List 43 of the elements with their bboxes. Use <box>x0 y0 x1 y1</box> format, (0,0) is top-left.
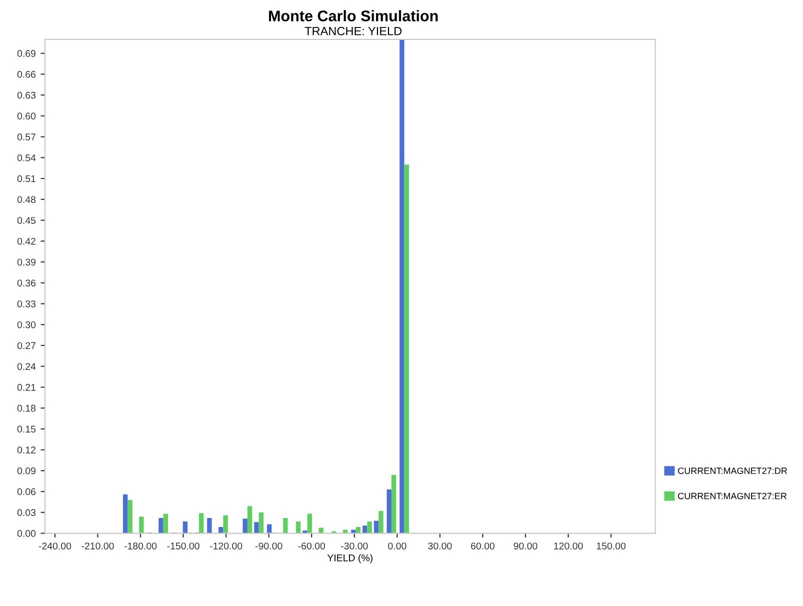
y-tick-label: 0.63 <box>17 92 36 99</box>
x-tick-label: 90.00 <box>514 542 538 550</box>
y-tick-label: 0.33 <box>17 300 36 308</box>
x-tick-label: -150.00 <box>167 542 200 550</box>
chart-subtitle: TRANCHE: YIELD <box>304 26 402 36</box>
x-tick-label: 0.00 <box>388 542 406 550</box>
y-tick-label: 0.54 <box>17 154 36 162</box>
y-tick-label: 0.06 <box>17 488 36 496</box>
y-tick-label: 0.24 <box>17 363 36 370</box>
y-tick-label: 0.66 <box>17 70 36 78</box>
y-tick-label: 0.15 <box>17 426 36 433</box>
x-tick-label: -240.00 <box>38 542 72 550</box>
y-tick-label: 0.27 <box>17 342 36 350</box>
x-tick-label: 150.00 <box>596 542 626 550</box>
y-tick-label: 0.45 <box>17 216 36 224</box>
y-tick-label: 0.36 <box>17 280 36 286</box>
y-tick-label: 0.30 <box>17 321 36 328</box>
x-tick-label: -90.00 <box>255 542 282 550</box>
x-tick-label: -120.00 <box>210 542 242 550</box>
y-tick-label: 0.18 <box>17 404 36 412</box>
y-tick-label: 0.39 <box>17 258 36 266</box>
y-tick-label: 0.69 <box>17 50 36 57</box>
x-axis-title: YIELD (%) <box>327 554 372 564</box>
y-tick-label: 0.03 <box>17 509 36 516</box>
legend-label: CURRENT:MAGNET27:DR <box>678 468 788 474</box>
y-tick-label: 0.48 <box>17 196 36 203</box>
x-tick-label: 60.00 <box>471 542 494 550</box>
y-tick-label: 0.12 <box>17 446 36 454</box>
x-tick-label: -30.00 <box>341 542 368 550</box>
x-tick-label: -60.00 <box>298 542 326 550</box>
x-tick-label: 30.00 <box>428 542 452 550</box>
y-tick-label: 0.51 <box>17 175 36 182</box>
legend-label: CURRENT:MAGNET27:ER <box>678 492 787 500</box>
y-tick-label: 0.42 <box>17 238 36 245</box>
chart-title: Monte Carlo Simulation <box>269 10 438 22</box>
x-tick-label: 120.00 <box>554 542 583 550</box>
y-tick-label: 0.09 <box>17 467 36 474</box>
x-tick-label: -180.00 <box>124 542 157 550</box>
y-tick-label: 0.21 <box>17 384 36 391</box>
y-tick-label: 0.00 <box>17 530 36 537</box>
y-tick-label: 0.57 <box>17 134 36 140</box>
y-tick-label: 0.60 <box>17 112 36 120</box>
x-tick-label: -210.00 <box>82 542 114 550</box>
